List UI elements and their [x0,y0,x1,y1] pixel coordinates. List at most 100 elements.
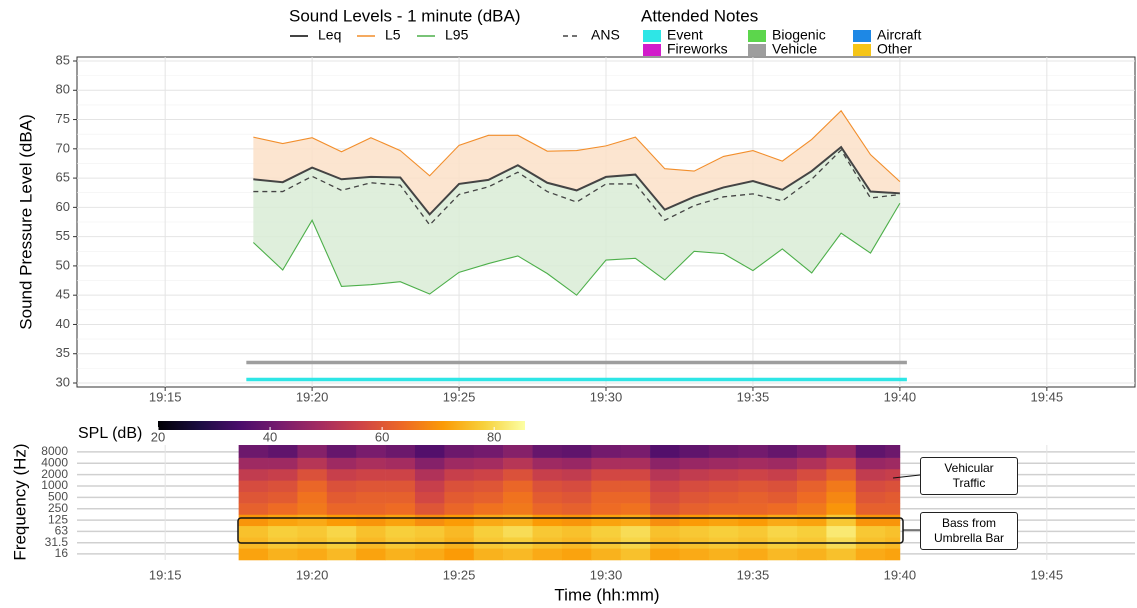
x-tick-label: 19:20 [296,389,329,404]
heat-cell [532,445,563,458]
heat-cell [503,468,533,481]
heat-cell [503,480,533,493]
heat-cell [797,503,827,515]
heat-cell [855,548,886,561]
heat-cell [738,525,768,538]
heat-cell [444,503,475,515]
heat-cell [297,491,328,504]
heat-cell [797,457,827,470]
heat-cell [414,514,445,527]
heat-cell [238,468,269,481]
legend-label: Vehicle [772,41,817,57]
heat-cell [679,480,710,493]
heat-cell [650,457,680,470]
heat-cell [532,503,563,515]
legend-label: L5 [385,27,401,43]
heat-cell [532,525,563,538]
heat-cell [532,514,563,527]
heat-cell [385,480,416,493]
x-tick-label: 19:35 [737,567,770,582]
heat-cell [591,445,621,458]
heat-cell [679,468,710,481]
heat-cell [414,525,445,538]
heat-cell [767,457,798,470]
heat-cell [297,548,328,561]
heat-cell [356,503,386,515]
y-axis-title: Sound Pressure Level (dBA) [16,114,35,329]
heat-cell [561,445,592,458]
notes-legend-title: Attended Notes [641,6,758,25]
y-tick-label: 35 [56,345,70,360]
heat-cell [473,514,504,527]
heat-cell [650,480,680,493]
heat-cell [620,503,651,515]
heat-cell [855,514,886,527]
heat-cell [444,514,475,527]
heat-cell [414,548,445,561]
heat-cell [326,491,357,504]
legend-label: Biogenic [772,27,826,43]
heat-cell [708,491,739,504]
heat-cell [414,457,445,470]
heat-cell [738,457,768,470]
heat-cell [268,503,298,515]
heat-cell [238,480,269,493]
heat-cell [826,503,857,515]
heat-cell [473,548,504,561]
heat-cell [885,445,901,458]
heat-cell [503,491,533,504]
heat-cell [414,491,445,504]
heat-cell [855,525,886,538]
heat-cell [503,525,533,538]
heat-cell [767,525,798,538]
heat-cell [797,480,827,493]
heat-cell [797,514,827,527]
heat-cell [767,514,798,527]
heat-cell [620,457,651,470]
y-tick-label: 30 [56,374,70,389]
heat-cell [738,548,768,561]
heat-cell [297,468,328,481]
heat-cell [473,525,504,538]
heat-cell [826,491,857,504]
heat-cell [503,445,533,458]
heat-cell [767,491,798,504]
heat-cell [356,457,386,470]
heat-cell [561,514,592,527]
heat-cell [297,514,328,527]
heat-cell [503,514,533,527]
y-tick-label: 60 [56,199,70,214]
heat-cell [797,491,827,504]
heat-cell [591,548,621,561]
heat-cell [561,480,592,493]
x-axis-title: Time (hh:mm) [554,585,659,604]
heat-cell [738,491,768,504]
annotation: Bass from Umbrella Bar [920,512,1018,550]
colorbar-tick-label: 20 [151,429,165,444]
legend-key [643,44,661,56]
heat-cell [238,445,269,458]
y-tick-label: 40 [56,316,70,331]
heat-cell [650,491,680,504]
colorbar-tick-label: 40 [263,429,277,444]
heat-cell [650,503,680,515]
y-tick-label: 70 [56,140,70,155]
heat-cell [885,503,901,515]
heat-cell [797,525,827,538]
heat-cell [620,548,651,561]
legend-title: Sound Levels - 1 minute (dBA) [289,6,521,25]
heat-cell [444,468,475,481]
x-tick-label: 19:25 [443,567,476,582]
heat-cell [738,503,768,515]
heat-cell [268,525,298,538]
heat-cell [591,468,621,481]
x-tick-label: 19:30 [590,567,623,582]
heat-cell [238,457,269,470]
y-tick-label: 65 [56,170,70,185]
heat-cell [679,514,710,527]
heat-cell [414,468,445,481]
heat-cell [679,445,710,458]
heat-cell [268,514,298,527]
